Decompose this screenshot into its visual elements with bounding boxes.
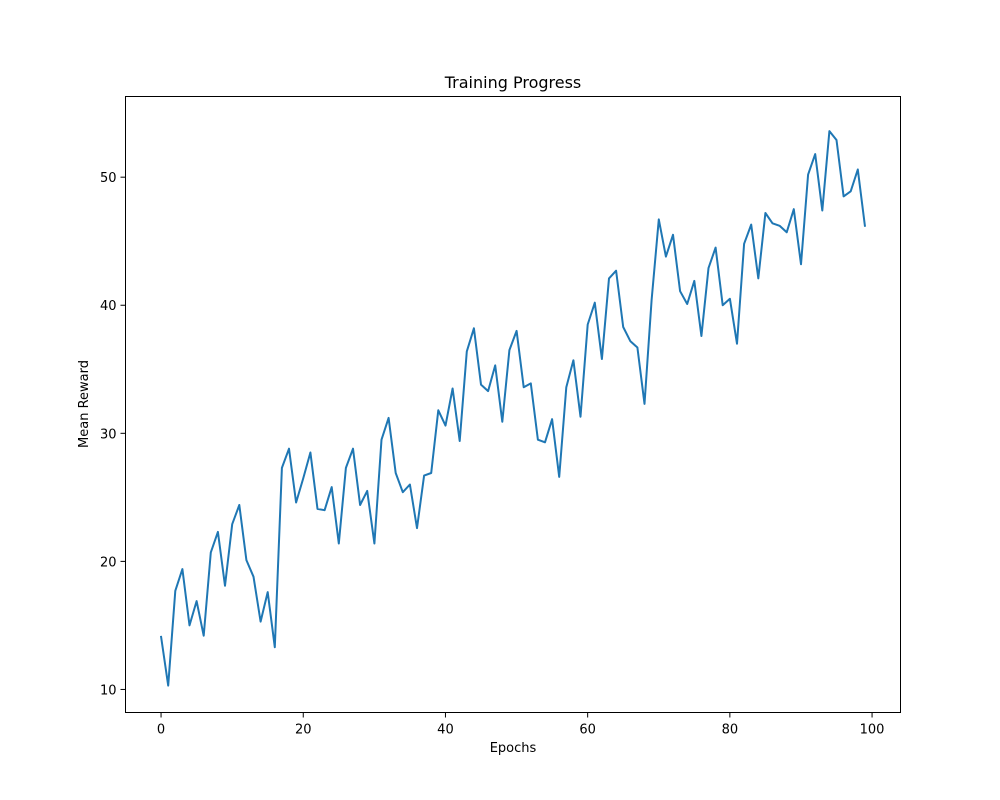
- x-tick-label: 20: [295, 723, 312, 738]
- x-axis-ticks: 0 20 40 60 80 100: [157, 712, 885, 738]
- y-axis-label: Mean Reward: [77, 360, 92, 448]
- x-axis-label: Epochs: [490, 741, 537, 756]
- x-tick-label: 100: [860, 723, 885, 738]
- y-tick-label: 20: [100, 555, 117, 570]
- chart-title: Training Progress: [444, 73, 582, 92]
- y-tick-label: 10: [100, 683, 117, 698]
- axes-frame: [125, 96, 901, 713]
- y-tick-label: 30: [100, 427, 117, 442]
- x-tick-label: 0: [157, 723, 165, 738]
- x-tick-label: 80: [722, 723, 739, 738]
- x-tick-label: 40: [437, 723, 454, 738]
- y-tick-label: 40: [100, 299, 117, 314]
- plot-area: [159, 130, 867, 687]
- y-tick-label: 50: [100, 171, 117, 186]
- x-tick-label: 60: [579, 723, 596, 738]
- series-line: [159, 130, 867, 687]
- y-axis-ticks: 10 20 30 40 50: [100, 171, 126, 698]
